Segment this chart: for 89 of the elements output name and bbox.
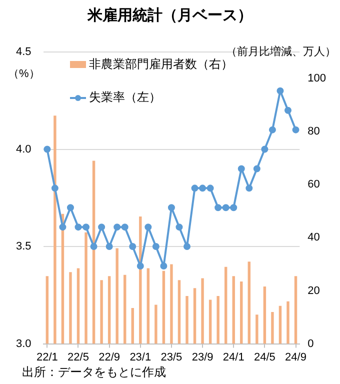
bar [100, 280, 103, 344]
point [176, 224, 183, 231]
bar [186, 296, 188, 344]
y2-axis-title: （前月比増減、万人） [226, 44, 336, 59]
point [106, 243, 113, 250]
point [191, 184, 198, 192]
point [292, 126, 300, 134]
y2-tick-label: 0 [308, 338, 314, 350]
point [74, 224, 82, 231]
bar [54, 116, 56, 344]
y2-tick-label: 60 [308, 178, 320, 191]
bar [240, 281, 243, 344]
point [253, 165, 260, 172]
bar [170, 264, 173, 344]
x-tick-label: 22/5 [68, 351, 89, 364]
bar [146, 268, 150, 344]
x-tick-label: 24/9 [285, 351, 306, 364]
y-tick-label: 4.5 [16, 46, 32, 58]
x-tick-label: 22/9 [98, 351, 120, 364]
point [82, 224, 90, 231]
bar [76, 268, 80, 344]
bar [216, 296, 220, 344]
bar [256, 314, 258, 344]
bar [116, 248, 118, 344]
x-tick-label: 23/1 [130, 351, 152, 364]
bar [162, 270, 166, 344]
y2-tick-label: 20 [308, 284, 320, 297]
point [144, 224, 152, 231]
point [184, 243, 191, 250]
point [51, 184, 58, 192]
bar [224, 266, 228, 344]
bar [248, 262, 251, 344]
bar [46, 276, 49, 344]
bar [154, 304, 158, 344]
x-tick-label: 22/1 [36, 351, 58, 364]
point [98, 224, 106, 231]
bar [193, 288, 196, 344]
point [222, 204, 230, 212]
x-tick-label: 23/5 [160, 351, 182, 364]
y2-tick-label: 100 [308, 72, 326, 85]
y2-tick-label: 40 [308, 232, 320, 244]
bar [108, 276, 111, 344]
point [44, 146, 51, 153]
legend-label: 失業率（左） [89, 89, 161, 106]
point [160, 262, 168, 270]
point [268, 126, 276, 134]
point [246, 184, 253, 192]
x-tick-label: 23/9 [192, 351, 214, 364]
x-tick-label: 24/5 [254, 351, 276, 364]
point [199, 184, 206, 192]
bar [232, 276, 235, 344]
point [206, 184, 214, 192]
bar [208, 300, 212, 344]
point [238, 165, 245, 172]
point [136, 262, 144, 270]
point [261, 146, 268, 153]
x-tick-label: 24/1 [222, 351, 244, 364]
bar [139, 216, 142, 344]
bar [84, 232, 88, 344]
point [284, 106, 292, 114]
point [114, 224, 121, 231]
bar [271, 312, 274, 344]
bar [201, 278, 204, 344]
text: 出所：データをもとに作成 [22, 364, 166, 381]
point [129, 243, 136, 250]
bar [278, 306, 282, 344]
y2-tick-label: 80 [308, 126, 320, 138]
bar [69, 272, 72, 344]
point [152, 243, 160, 250]
point [59, 224, 66, 231]
y-axis-title: （%） [8, 67, 40, 81]
point [121, 224, 128, 231]
y-tick-label: 3.0 [16, 338, 32, 350]
bar [178, 280, 181, 344]
point [214, 204, 222, 212]
point [230, 204, 238, 212]
chart-title: 米雇用統計（月ベース） [86, 6, 254, 25]
bar [294, 276, 298, 344]
bar [263, 286, 266, 344]
bar [286, 301, 290, 344]
y-tick-label: 4.0 [16, 143, 32, 156]
point [66, 204, 74, 212]
point [168, 204, 175, 212]
legend-label: 非農業部門雇用者数（右） [89, 57, 233, 73]
bar [124, 274, 126, 344]
point [90, 243, 98, 250]
y-tick-label: 3.5 [16, 240, 32, 253]
point [276, 87, 284, 94]
bar [131, 308, 134, 344]
